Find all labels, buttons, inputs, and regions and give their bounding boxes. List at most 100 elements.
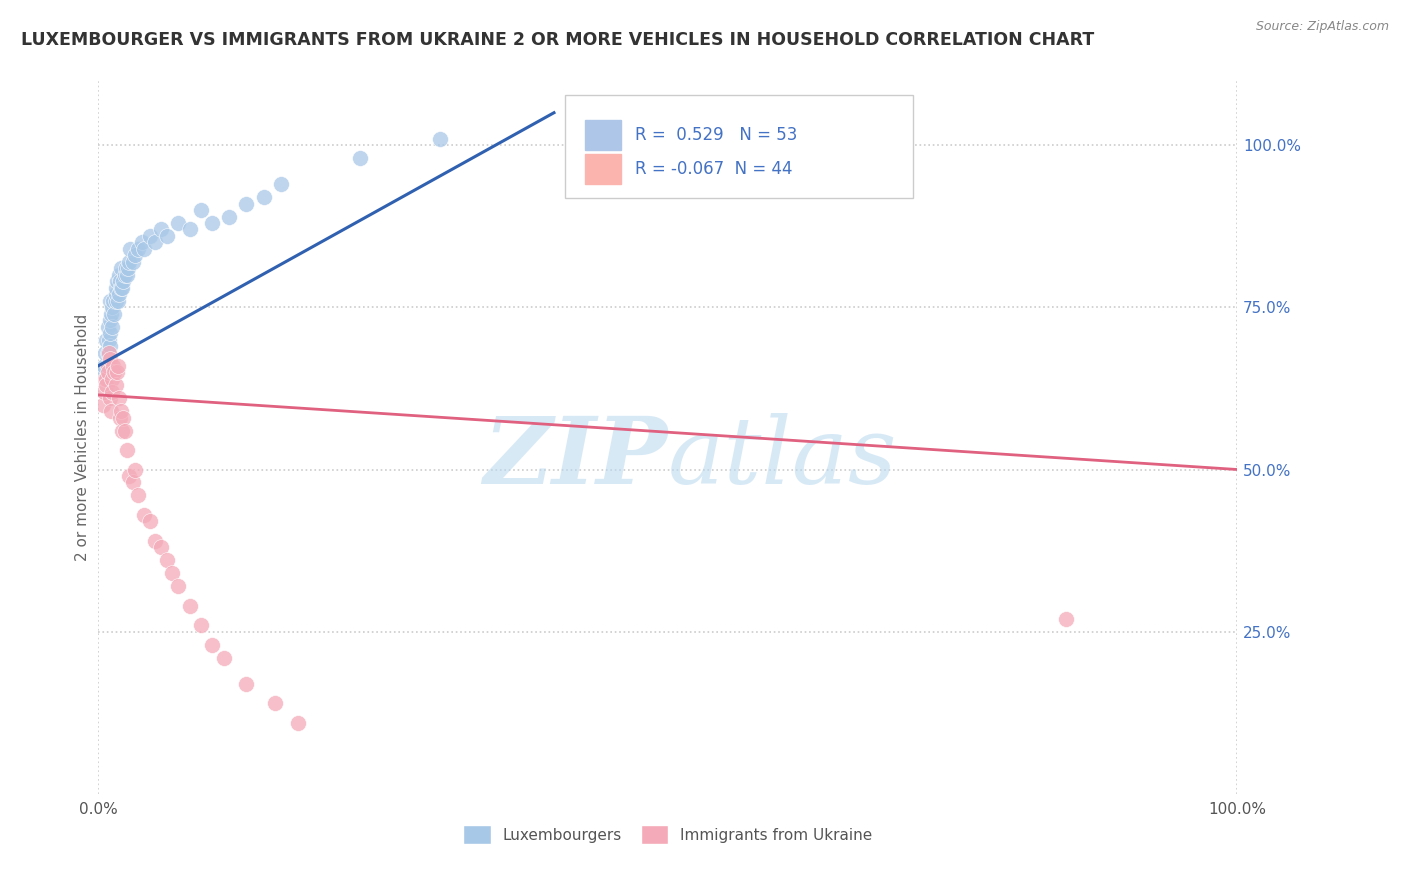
Point xyxy=(96,333,118,347)
Point xyxy=(94,372,117,386)
FancyBboxPatch shape xyxy=(565,95,912,198)
Point xyxy=(96,372,118,386)
Point xyxy=(101,384,124,399)
Point xyxy=(114,424,136,438)
Point xyxy=(201,216,224,230)
Point xyxy=(98,293,121,308)
Point xyxy=(98,352,121,367)
Point xyxy=(111,424,134,438)
Text: R =  0.529   N = 53: R = 0.529 N = 53 xyxy=(636,127,797,145)
Point xyxy=(264,696,287,710)
Point xyxy=(98,313,121,327)
Point xyxy=(110,404,132,418)
Point xyxy=(429,131,451,145)
Point xyxy=(93,359,115,373)
Point xyxy=(138,229,160,244)
Point xyxy=(235,196,257,211)
Point xyxy=(104,287,127,301)
Point xyxy=(114,261,136,276)
Point xyxy=(104,293,127,308)
Point xyxy=(104,378,127,392)
Point xyxy=(117,261,139,276)
Point xyxy=(103,365,125,379)
Point xyxy=(108,268,131,282)
Point xyxy=(108,287,131,301)
FancyBboxPatch shape xyxy=(585,154,621,185)
Point xyxy=(108,274,131,288)
Point xyxy=(98,326,121,341)
Point xyxy=(162,566,184,581)
Point xyxy=(124,248,146,262)
Point xyxy=(100,307,122,321)
Point xyxy=(145,533,167,548)
Y-axis label: 2 or more Vehicles in Household: 2 or more Vehicles in Household xyxy=(75,313,90,561)
Point xyxy=(96,345,118,359)
Legend: Luxembourgers, Immigrants from Ukraine: Luxembourgers, Immigrants from Ukraine xyxy=(457,819,879,850)
Point xyxy=(111,281,134,295)
Point xyxy=(150,541,173,555)
FancyBboxPatch shape xyxy=(585,120,621,150)
Text: atlas: atlas xyxy=(668,414,897,503)
Point xyxy=(145,235,167,250)
Point xyxy=(91,398,114,412)
Point xyxy=(131,235,153,250)
Point xyxy=(98,339,121,353)
Point xyxy=(97,345,120,359)
Point xyxy=(218,210,240,224)
Point xyxy=(107,293,129,308)
Point xyxy=(167,579,190,593)
Point xyxy=(103,293,125,308)
Point xyxy=(118,255,141,269)
Point xyxy=(132,242,155,256)
Point xyxy=(96,319,118,334)
Point xyxy=(110,261,132,276)
Point xyxy=(349,151,371,165)
Point xyxy=(287,715,309,730)
Point xyxy=(121,475,143,490)
Point xyxy=(96,365,118,379)
Point xyxy=(115,268,138,282)
Point xyxy=(156,229,179,244)
Point xyxy=(97,333,120,347)
Point xyxy=(96,378,118,392)
Point xyxy=(101,372,124,386)
Point xyxy=(1054,612,1078,626)
Point xyxy=(127,242,149,256)
Point xyxy=(110,281,132,295)
Point xyxy=(156,553,179,567)
Point xyxy=(105,274,128,288)
Point xyxy=(132,508,155,522)
Point xyxy=(94,345,117,359)
Point xyxy=(107,359,129,373)
Point xyxy=(103,307,125,321)
Point xyxy=(270,177,292,191)
Text: ZIP: ZIP xyxy=(484,414,668,503)
Point xyxy=(112,274,135,288)
Point xyxy=(252,190,274,204)
Point xyxy=(120,242,142,256)
Point xyxy=(118,469,141,483)
Point xyxy=(115,443,138,458)
Point xyxy=(104,281,127,295)
Text: LUXEMBOURGER VS IMMIGRANTS FROM UKRAINE 2 OR MORE VEHICLES IN HOUSEHOLD CORRELAT: LUXEMBOURGER VS IMMIGRANTS FROM UKRAINE … xyxy=(21,31,1094,49)
Point xyxy=(179,599,201,613)
Point xyxy=(103,359,125,373)
Point xyxy=(235,676,257,690)
Point xyxy=(100,404,122,418)
Point xyxy=(96,359,118,373)
Text: R = -0.067  N = 44: R = -0.067 N = 44 xyxy=(636,161,793,178)
Point xyxy=(98,391,121,405)
Point xyxy=(138,515,160,529)
Point xyxy=(101,319,124,334)
Point xyxy=(190,202,212,217)
Point xyxy=(105,365,128,379)
Point xyxy=(101,301,124,315)
Point xyxy=(167,216,190,230)
Point xyxy=(108,391,131,405)
Point xyxy=(212,650,235,665)
Point xyxy=(127,488,149,502)
Point xyxy=(201,638,224,652)
Point xyxy=(121,255,143,269)
Point xyxy=(124,462,146,476)
Point xyxy=(93,384,115,399)
